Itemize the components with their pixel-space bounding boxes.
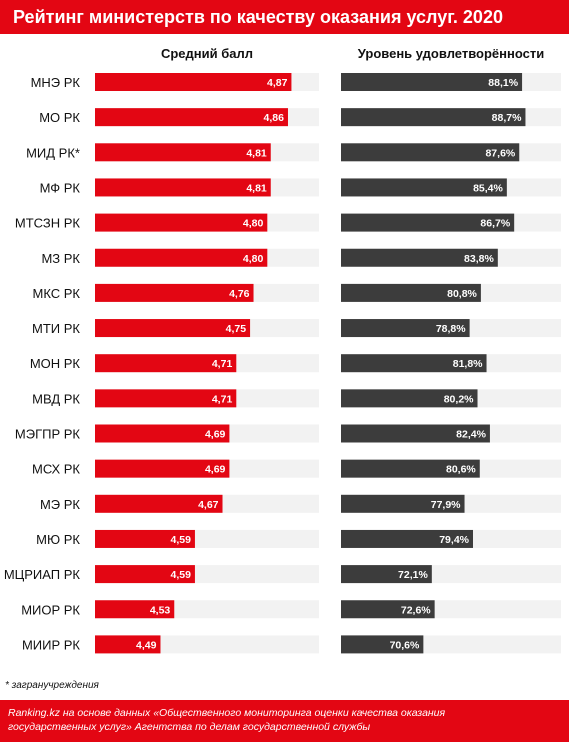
category-label: МЦРИАП РК xyxy=(4,567,81,582)
satisfaction-bar xyxy=(341,143,520,162)
satisfaction-bar xyxy=(341,178,507,197)
satisfaction-bar xyxy=(341,459,480,478)
category-label: МФ РК xyxy=(40,180,81,195)
category-label: МЗ РК xyxy=(41,251,80,266)
category-label: МЭГПР РК xyxy=(15,427,81,442)
score-bar xyxy=(95,529,195,548)
score-bar xyxy=(95,108,288,127)
category-label: МТИ РК xyxy=(32,321,80,336)
satisfaction-bar xyxy=(341,73,523,91)
score-value-label: 4,80 xyxy=(243,253,264,265)
satisfaction-value-label: 83,8% xyxy=(464,253,494,265)
score-bar xyxy=(95,354,237,373)
category-label: МЮ РК xyxy=(36,532,80,547)
score-value-label: 4,87 xyxy=(267,77,288,89)
satisfaction-bar xyxy=(341,108,526,127)
satisfaction-column-header: Уровень удовлетворённости xyxy=(357,46,545,61)
category-label: МЭ РК xyxy=(40,497,80,512)
satisfaction-value-label: 72,6% xyxy=(401,604,431,616)
score-bar xyxy=(95,635,161,654)
score-value-label: 4,80 xyxy=(243,218,264,230)
satisfaction-value-label: 78,8% xyxy=(436,323,466,335)
satisfaction-bar xyxy=(341,529,473,548)
satisfaction-value-label: 80,2% xyxy=(444,393,474,405)
category-label: МИИР РК xyxy=(22,637,80,652)
category-label: МКС РК xyxy=(33,286,81,301)
satisfaction-value-label: 72,1% xyxy=(398,569,428,581)
satisfaction-bar xyxy=(341,565,432,584)
ministry-rating-chart: МНЭ РК 4,87 88,1% МО РК 4,86 88,7% МИД РК* 4,81… xyxy=(4,73,561,654)
score-value-label: 4,75 xyxy=(226,323,247,335)
category-label: МТСЗН РК xyxy=(15,216,81,231)
score-bar xyxy=(95,143,271,162)
score-bar xyxy=(95,283,254,302)
chart-title: Рейтинг министерств по качеству оказания… xyxy=(0,0,569,34)
score-bar xyxy=(95,459,230,478)
score-value-label: 4,69 xyxy=(205,464,226,476)
score-bar xyxy=(95,600,175,619)
satisfaction-bar xyxy=(341,248,498,267)
category-label: МИД РК* xyxy=(26,145,80,160)
score-bar xyxy=(95,73,292,91)
score-value-label: 4,67 xyxy=(198,499,219,511)
satisfaction-value-label: 81,8% xyxy=(453,358,483,370)
satisfaction-bar xyxy=(341,319,470,338)
category-label: МСХ РК xyxy=(32,462,80,477)
score-value-label: 4,81 xyxy=(246,147,267,159)
satisfaction-bar xyxy=(341,213,515,232)
source-line-1: Ranking.kz на основе данных «Общественно… xyxy=(8,707,446,719)
score-bar xyxy=(95,248,268,267)
score-value-label: 4,71 xyxy=(212,393,233,405)
score-bar xyxy=(95,213,268,232)
satisfaction-bar xyxy=(341,354,487,373)
score-column-header: Средний балл xyxy=(160,46,254,61)
satisfaction-value-label: 70,6% xyxy=(390,639,420,651)
score-value-label: 4,59 xyxy=(171,569,192,581)
satisfaction-value-label: 87,6% xyxy=(485,147,515,159)
satisfaction-bar xyxy=(341,283,481,302)
satisfaction-bar xyxy=(341,600,435,619)
category-label: МОН РК xyxy=(30,356,81,371)
source-line-2: государственных услуг» Агентства по дела… xyxy=(8,721,371,733)
satisfaction-value-label: 77,9% xyxy=(431,499,461,511)
score-bar xyxy=(95,494,223,513)
score-value-label: 4,53 xyxy=(150,604,171,616)
score-value-label: 4,81 xyxy=(246,182,267,194)
score-value-label: 4,69 xyxy=(205,429,226,441)
satisfaction-bar xyxy=(341,635,424,654)
category-label: МВД РК xyxy=(32,391,80,406)
score-bar xyxy=(95,565,195,584)
satisfaction-bar xyxy=(341,424,490,443)
satisfaction-value-label: 82,4% xyxy=(456,429,486,441)
category-label: МО РК xyxy=(39,110,80,125)
satisfaction-value-label: 80,8% xyxy=(447,288,477,300)
satisfaction-value-label: 88,1% xyxy=(488,77,518,89)
satisfaction-bar xyxy=(341,389,478,408)
score-bar xyxy=(95,389,237,408)
score-bar xyxy=(95,424,230,443)
score-value-label: 4,76 xyxy=(229,288,250,300)
satisfaction-bar xyxy=(341,494,465,513)
category-label: МНЭ РК xyxy=(31,75,81,90)
score-value-label: 4,49 xyxy=(136,639,157,651)
score-bar xyxy=(95,178,271,197)
source-bar: Ranking.kz на основе данных «Общественно… xyxy=(0,700,569,742)
satisfaction-value-label: 86,7% xyxy=(480,218,510,230)
satisfaction-value-label: 85,4% xyxy=(473,182,503,194)
satisfaction-value-label: 80,6% xyxy=(446,464,476,476)
score-bar xyxy=(95,319,251,338)
satisfaction-value-label: 79,4% xyxy=(439,534,469,546)
category-label: МИОР РК xyxy=(21,602,80,617)
score-value-label: 4,71 xyxy=(212,358,233,370)
footnote: * загранучреждения xyxy=(5,680,99,691)
score-value-label: 4,59 xyxy=(171,534,192,546)
score-value-label: 4,86 xyxy=(264,112,285,124)
satisfaction-value-label: 88,7% xyxy=(492,112,522,124)
